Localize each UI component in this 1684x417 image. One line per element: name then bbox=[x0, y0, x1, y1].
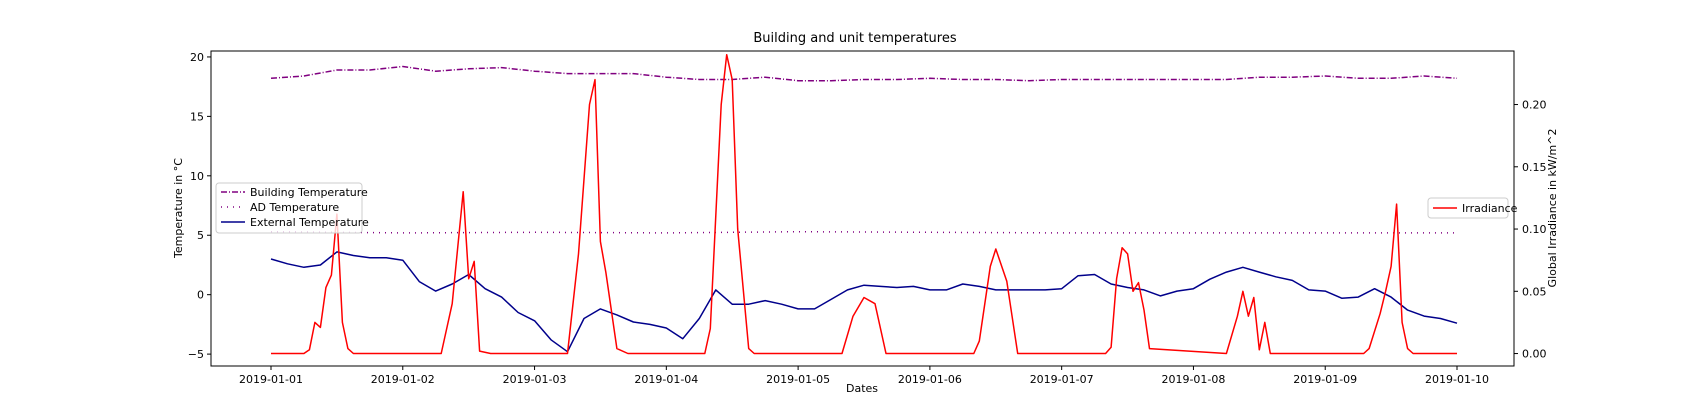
series-line-3 bbox=[271, 53, 1457, 355]
left-tick-label: 10 bbox=[190, 170, 204, 183]
x-tick-label: 2019-01-10 bbox=[1425, 373, 1489, 386]
legend-ad-label: AD Temperature bbox=[250, 201, 339, 214]
right-tick-label: 0.20 bbox=[1522, 99, 1547, 112]
right-axis-title: Global Irradiance in kW/m^2 bbox=[1546, 129, 1559, 288]
plot-frame bbox=[210, 50, 1515, 367]
left-tick-label: 20 bbox=[190, 51, 204, 64]
x-tick-label: 2019-01-02 bbox=[371, 373, 435, 386]
legend-left: Building Temperature AD Temperature Exte… bbox=[215, 182, 369, 234]
x-axis: 2019-01-01 2019-01-02 2019-01-03 2019-01-04… bbox=[239, 366, 1489, 386]
x-tick-label: 2019-01-01 bbox=[239, 373, 303, 386]
right-tick-label: 0.05 bbox=[1522, 285, 1547, 298]
right-tick-label: 0.10 bbox=[1522, 223, 1547, 236]
x-tick-label: 2019-01-04 bbox=[634, 373, 698, 386]
left-axis-title: Temperature in °C bbox=[172, 158, 185, 259]
series-layer bbox=[270, 53, 1458, 355]
x-tick-label: 2019-01-05 bbox=[766, 373, 830, 386]
left-tick-label: 5 bbox=[197, 229, 204, 242]
chart-title: Building and unit temperatures bbox=[753, 31, 956, 46]
legend-right-box bbox=[1427, 197, 1509, 219]
series-line-2 bbox=[270, 251, 1458, 353]
x-axis-title: Dates bbox=[846, 382, 878, 395]
legend-external-label: External Temperature bbox=[250, 216, 369, 229]
plot-area bbox=[210, 50, 1515, 367]
series-line-1 bbox=[270, 230, 1457, 234]
left-tick-label: 15 bbox=[190, 110, 204, 123]
x-tick-label: 2019-01-06 bbox=[898, 373, 962, 386]
right-tick-label: 0.15 bbox=[1522, 161, 1547, 174]
x-tick-label: 2019-01-07 bbox=[1030, 373, 1094, 386]
left-tick-label: 0 bbox=[197, 289, 204, 302]
legend-irradiance-label: Irradiance bbox=[1462, 202, 1518, 215]
x-tick-label: 2019-01-03 bbox=[503, 373, 567, 386]
left-tick-label: −5 bbox=[188, 348, 204, 361]
right-axis: 0.00 0.05 0.10 0.15 0.20 bbox=[1514, 99, 1547, 361]
legend-right: Irradiance bbox=[1427, 197, 1518, 219]
legend-left-box bbox=[215, 182, 363, 234]
x-tick-label: 2019-01-09 bbox=[1293, 373, 1357, 386]
series-line-0 bbox=[270, 65, 1458, 82]
legend-building-label: Building Temperature bbox=[250, 186, 368, 199]
right-tick-label: 0.00 bbox=[1522, 348, 1547, 361]
left-axis: −5 0 5 10 15 20 bbox=[188, 51, 211, 361]
x-tick-label: 2019-01-08 bbox=[1161, 373, 1225, 386]
